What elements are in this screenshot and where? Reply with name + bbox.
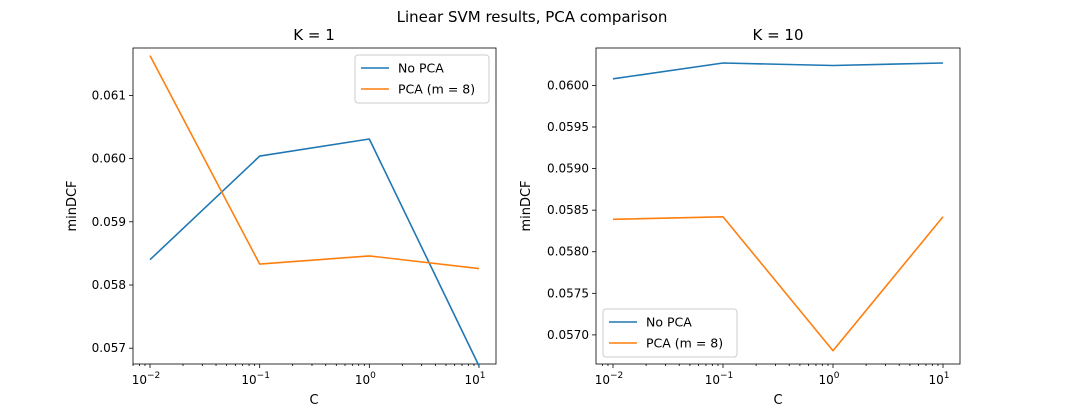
y-tick-label-k1: 0.057: [92, 341, 126, 355]
subplot-k1: K = 1 C minDCF 10−2 10−1 100 101 0.057 0.058 0…: [65, 26, 497, 407]
y-tick-label-k10: 0.0595: [547, 120, 589, 134]
y-tick-label-k1: 0.058: [92, 278, 126, 292]
series-line-pca-k10: [612, 216, 944, 352]
y-tick-label-k1: 0.059: [92, 215, 126, 229]
legend-k10: No PCA PCA (m = 8): [602, 308, 738, 358]
legend-label-no-pca: No PCA: [646, 315, 692, 330]
x-tick-label-k1: 100: [355, 371, 376, 387]
y-tick-label-k10: 0.0580: [547, 245, 589, 259]
x-tick-label-k1: 10−1: [241, 371, 270, 387]
plot-frame-k10: [595, 47, 961, 365]
y-axis-label-k1: minDCF: [65, 180, 80, 231]
y-tick-label-k1: 0.060: [92, 152, 126, 166]
x-tick-label-k1: 10−2: [132, 371, 161, 387]
y-tick-label-k10: 0.0590: [547, 162, 589, 176]
y-tick-label-k10: 0.0570: [547, 328, 589, 342]
x-tick-label-k10: 10−1: [705, 371, 734, 387]
plot-frame-k1: [132, 47, 497, 365]
series-line-no-pca-k1: [149, 138, 480, 367]
y-tick-label-k10: 0.0600: [547, 78, 589, 92]
subplot-title-k10: K = 10: [752, 26, 803, 44]
x-tick-label-k10: 101: [928, 371, 949, 387]
y-tick-label-k10: 0.0575: [547, 286, 589, 300]
series-line-pca-k1: [149, 55, 480, 270]
subplot-title-k1: K = 1: [293, 26, 334, 44]
x-axis-label-k1: C: [309, 393, 318, 407]
y-axis-label-k10: minDCF: [519, 180, 534, 231]
x-tick-label-k10: 10−2: [595, 371, 624, 387]
x-tick-label-k10: 100: [818, 371, 839, 387]
y-tick-label-k10: 0.0585: [547, 203, 589, 217]
series-line-no-pca-k10: [612, 62, 944, 80]
legend-box-k1: [354, 54, 490, 104]
subplot-k10: K = 10 C minDCF 10−2 10−1 100 101 0.0570 0.05…: [519, 26, 961, 407]
legend-label-pca: PCA (m = 8): [398, 82, 475, 97]
legend-k1: No PCA PCA (m = 8): [354, 54, 490, 104]
legend-box-k10: [602, 308, 738, 358]
x-tick-label-k1: 101: [464, 371, 485, 387]
legend-label-pca: PCA (m = 8): [646, 336, 723, 351]
x-axis-label-k10: C: [773, 393, 782, 407]
y-tick-label-k1: 0.061: [92, 88, 126, 102]
figure-title: Linear SVM results, PCA comparison: [397, 8, 668, 26]
legend-label-no-pca: No PCA: [398, 61, 444, 76]
